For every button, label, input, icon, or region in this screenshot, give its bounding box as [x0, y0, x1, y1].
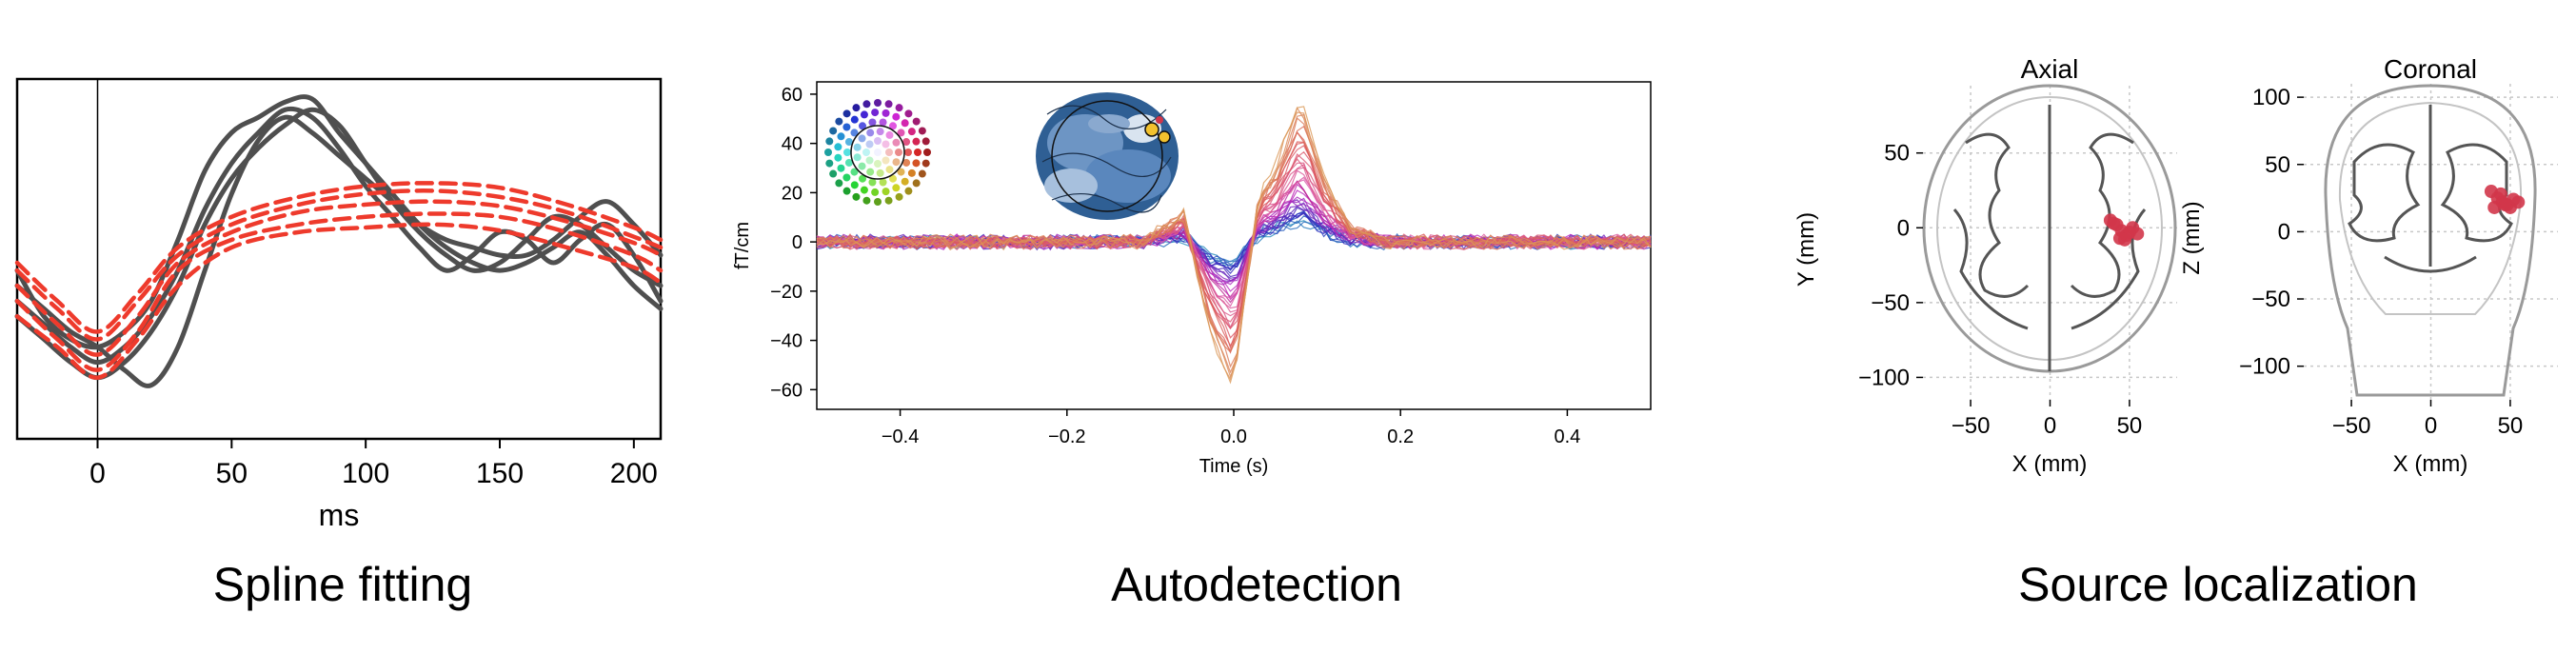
brain-y-tick-label: −50 — [2251, 287, 2290, 312]
dipole-location-point — [2107, 216, 2121, 230]
dipole-location-point — [2493, 187, 2507, 201]
auto-y-tick-label: −20 — [770, 282, 803, 303]
auto-y-tick-label: 60 — [782, 85, 803, 106]
coronal-y-axis-label: Z (mm) — [2179, 201, 2205, 274]
brain-x-tick-label: 0 — [2425, 413, 2437, 439]
channel-trace-25 — [816, 162, 1652, 329]
channel-color-wheel-inset — [824, 99, 931, 206]
spline-caption: Spline fitting — [212, 558, 473, 611]
dipole-location-point — [2130, 227, 2145, 241]
coronal-x-axis-label: X (mm) — [2393, 451, 2468, 477]
brain-y-tick-label: 50 — [1884, 141, 1910, 167]
spline-x-tick-label: 150 — [476, 458, 524, 489]
spline-plot-frame — [15, 77, 663, 441]
brain-y-tick-label: 0 — [2278, 219, 2290, 245]
auto-x-tick-label: 0.0 — [1220, 426, 1247, 447]
autodetection-chart: −0.4 −0.2 0.0 0.2 0.4 −60 −40 −20 0 20 40 60 Time (… — [732, 81, 1652, 477]
brain-x-tick-label: −50 — [1952, 413, 1991, 439]
auto-y-tick-label: 20 — [782, 183, 803, 204]
axial-view-chart: Axial −50 0 50 50 0 −50 −100 X (mm) Y (mm) — [1793, 54, 2177, 477]
brain-x-tick-label: 0 — [2044, 413, 2056, 439]
brain-y-tick-label: −100 — [2239, 354, 2290, 380]
channel-trace-39 — [816, 106, 1652, 385]
axial-title: Axial — [2021, 54, 2079, 84]
brain-y-tick-label: 0 — [1897, 215, 1910, 241]
spline-x-tick-label: 0 — [89, 458, 106, 489]
auto-x-tick-label: 0.4 — [1554, 426, 1580, 447]
axial-y-axis-label: Y (mm) — [1793, 212, 1819, 287]
brain-y-tick-label: 100 — [2252, 85, 2290, 110]
brain-x-tick-label: 50 — [2117, 413, 2143, 439]
auto-y-tick-label: −40 — [770, 331, 803, 352]
channel-trace-38 — [816, 111, 1652, 382]
dipole-location-point — [2487, 200, 2502, 214]
auto-y-tick-label: 0 — [792, 232, 803, 253]
spline-x-tick-label: 200 — [610, 458, 658, 489]
spline-x-axis-label: ms — [319, 498, 360, 532]
fitted-spline-series-4 — [14, 211, 664, 372]
fitted-spline-series-6 — [14, 188, 664, 342]
brain-y-tick-label: −100 — [1858, 365, 1910, 390]
auto-x-tick-label: −0.2 — [1048, 426, 1085, 447]
spline-x-tick-label: 50 — [216, 458, 248, 489]
channel-trace-26 — [816, 157, 1652, 330]
coronal-brain-outline — [2324, 84, 2537, 397]
fitted-spline-series-7 — [14, 222, 664, 380]
auto-y-tick-label: −60 — [770, 380, 803, 401]
dipole-location-point — [2511, 195, 2526, 209]
autodetection-caption: Autodetection — [1111, 558, 1402, 611]
dipole-location-point — [2117, 232, 2131, 247]
brain-y-tick-label: −50 — [1871, 290, 1910, 316]
coronal-title: Coronal — [2384, 54, 2477, 84]
axial-x-axis-label: X (mm) — [2012, 451, 2088, 477]
brain-x-tick-label: 50 — [2498, 413, 2524, 439]
auto-x-tick-label: 0.2 — [1387, 426, 1414, 447]
auto-y-axis-label: fT/cm — [732, 222, 753, 269]
coronal-view-chart: Coronal −50 0 50 100 50 0 −50 −100 X (mm) Z (mm… — [2179, 54, 2558, 477]
measured-series-3 — [14, 114, 664, 388]
source-localization-caption: Source localization — [2018, 558, 2418, 611]
spline-x-tick-label: 100 — [342, 458, 389, 489]
auto-x-axis-label: Time (s) — [1199, 456, 1269, 477]
brain-y-tick-label: 50 — [2265, 152, 2290, 178]
fitted-spline-series-8 — [14, 181, 664, 334]
spline-fitting-chart: 0 50 100 150 200 ms — [14, 77, 664, 532]
topomap-inset — [1036, 92, 1179, 220]
fitted-spline-series-5 — [14, 199, 664, 357]
brain-x-tick-label: −50 — [2332, 413, 2371, 439]
dipole-location-point — [2498, 198, 2512, 212]
auto-y-tick-label: 40 — [782, 134, 803, 155]
topomap-peak-marker — [1144, 122, 1159, 137]
auto-x-tick-label: −0.4 — [882, 426, 919, 447]
